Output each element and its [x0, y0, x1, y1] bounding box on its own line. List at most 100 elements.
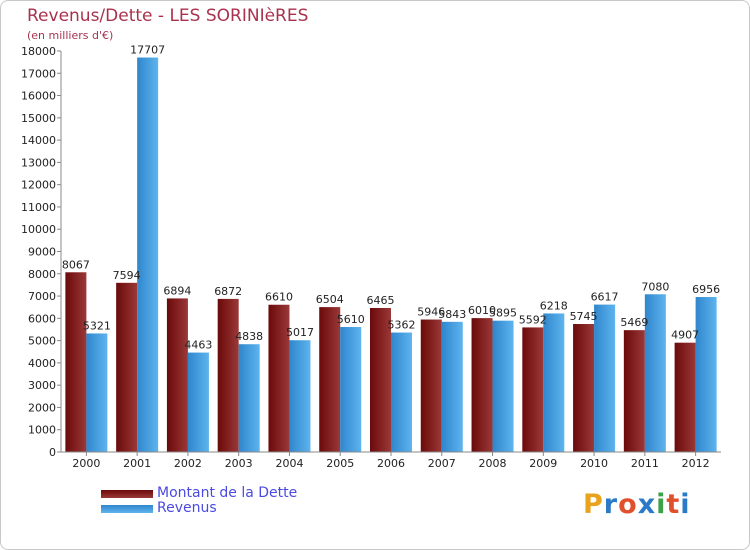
logo-letter: t — [666, 489, 681, 520]
value-label-revenus: 5017 — [286, 326, 314, 339]
value-label-debt: 5745 — [570, 310, 598, 323]
x-tick-label: 2002 — [174, 457, 202, 470]
y-tick-label: 4000 — [28, 357, 56, 370]
value-label-revenus: 5321 — [83, 319, 111, 332]
y-tick-label: 15000 — [21, 112, 56, 125]
bar-revenus — [543, 313, 565, 452]
logo-letter: i — [656, 489, 667, 520]
bar-revenus — [238, 344, 260, 452]
bar-revenus — [695, 297, 717, 452]
x-tick-label: 2000 — [72, 457, 100, 470]
proxiti-logo: Proxiti — [583, 489, 691, 520]
bar-revenus — [391, 332, 412, 452]
bar-debt — [623, 330, 645, 452]
y-tick-label: 18000 — [21, 45, 56, 58]
y-tick-label: 6000 — [28, 312, 56, 325]
x-tick-label: 2003 — [225, 457, 253, 470]
value-label-revenus: 6956 — [692, 283, 720, 296]
legend-swatch-revenus — [101, 505, 153, 513]
logo-letter: P — [583, 489, 604, 520]
value-label-revenus: 5895 — [489, 307, 517, 320]
value-label-debt: 6465 — [367, 294, 395, 307]
x-tick-label: 2005 — [326, 457, 354, 470]
bar-revenus — [644, 294, 666, 452]
bar-revenus — [492, 320, 514, 452]
bar-debt — [116, 282, 138, 452]
logo-letter: i — [680, 489, 691, 520]
y-tick-label: 13000 — [21, 156, 56, 169]
x-tick-label: 2004 — [275, 457, 303, 470]
value-label-debt: 6872 — [214, 285, 242, 298]
x-tick-label: 2001 — [123, 457, 151, 470]
value-label-debt: 6504 — [316, 293, 344, 306]
value-label-debt: 7594 — [113, 269, 141, 282]
y-tick-label: 16000 — [21, 90, 56, 103]
y-tick-label: 9000 — [28, 246, 56, 259]
value-label-debt: 4907 — [671, 329, 699, 342]
bar-debt — [65, 272, 87, 452]
bar-revenus — [289, 340, 311, 452]
y-tick-label: 1000 — [28, 424, 56, 437]
bar-debt — [674, 342, 696, 452]
value-label-revenus: 4838 — [235, 330, 263, 343]
y-tick-label: 11000 — [21, 201, 56, 214]
x-tick-label: 2007 — [428, 457, 456, 470]
y-tick-label: 14000 — [21, 134, 56, 147]
y-tick-label: 3000 — [28, 379, 56, 392]
x-tick-label: 2009 — [529, 457, 557, 470]
bar-revenus — [340, 327, 362, 452]
value-label-revenus: 6617 — [591, 291, 619, 304]
x-tick-label: 2008 — [479, 457, 507, 470]
y-tick-label: 7000 — [28, 290, 56, 303]
value-label-revenus: 17707 — [130, 44, 165, 57]
value-label-revenus: 5843 — [438, 308, 466, 321]
y-tick-label: 10000 — [21, 223, 56, 236]
value-label-revenus: 4463 — [184, 339, 212, 352]
bar-revenus — [594, 304, 616, 452]
bar-debt — [217, 298, 239, 452]
value-label-revenus: 5362 — [388, 319, 416, 332]
value-label-revenus: 7080 — [641, 280, 669, 293]
value-label-debt: 5592 — [519, 313, 547, 326]
bar-debt — [573, 324, 595, 452]
bar-debt — [166, 298, 188, 452]
x-tick-label: 2011 — [631, 457, 659, 470]
x-tick-label: 2012 — [682, 457, 710, 470]
value-label-revenus: 5610 — [337, 313, 365, 326]
bar-debt — [420, 319, 442, 452]
chart-subtitle: (en milliers d'€) — [27, 29, 114, 42]
y-tick-label: 12000 — [21, 179, 56, 192]
value-label-debt: 8067 — [62, 258, 90, 271]
bar-debt — [268, 304, 290, 452]
value-label-debt: 5946 — [417, 306, 445, 319]
legend-label-debt: Montant de la Dette — [157, 485, 298, 501]
bar-revenus — [86, 333, 108, 452]
bar-debt — [471, 318, 493, 452]
bar-revenus — [137, 57, 159, 452]
bar-debt — [522, 327, 544, 452]
x-tick-label: 2006 — [377, 457, 405, 470]
y-tick-label: 8000 — [28, 268, 56, 281]
value-label-debt: 6610 — [265, 291, 293, 304]
y-tick-label: 17000 — [21, 67, 56, 80]
y-tick-label: 5000 — [28, 335, 56, 348]
logo-letter: o — [618, 489, 638, 520]
chart-title: Revenus/Dette - LES SORINIèRES — [27, 6, 309, 26]
legend-label-revenus: Revenus — [157, 500, 217, 516]
y-tick-label: 0 — [49, 446, 56, 459]
logo-letter: r — [603, 489, 619, 520]
bar-revenus — [187, 352, 209, 452]
bar-debt — [370, 307, 391, 452]
bar-debt — [319, 307, 341, 452]
value-label-revenus: 6218 — [540, 299, 568, 312]
y-tick-label: 2000 — [28, 401, 56, 414]
value-label-debt: 6010 — [468, 304, 496, 317]
bar-revenus — [441, 321, 463, 452]
value-label-debt: 6894 — [163, 284, 191, 297]
logo-letter: x — [637, 489, 657, 520]
x-tick-label: 2010 — [580, 457, 608, 470]
value-label-debt: 5469 — [620, 316, 648, 329]
legend-swatch-debt — [101, 490, 153, 498]
